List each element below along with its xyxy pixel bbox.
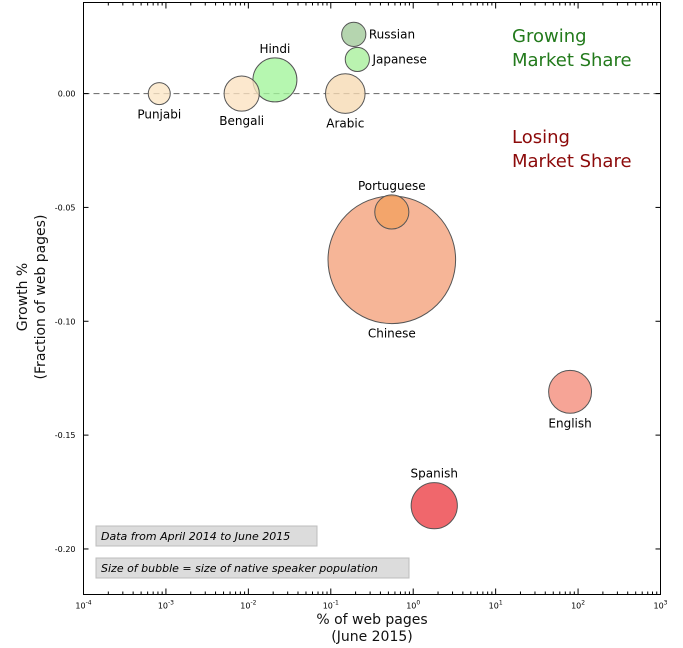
bubble-label-punjabi: Punjabi xyxy=(137,108,181,122)
bubble-label-spanish: Spanish xyxy=(411,467,458,481)
x-axis-label-line2: (June 2015) xyxy=(331,629,413,645)
note-dates: Data from April 2014 to June 2015 xyxy=(101,530,290,543)
y-tick-label: -0.15 xyxy=(55,431,76,440)
bubbles-layer xyxy=(147,21,593,530)
note-size: Size of bubble = size of native speaker … xyxy=(101,562,378,575)
losing-label-line2: Market Share xyxy=(512,151,632,172)
bubble-label-portuguese: Portuguese xyxy=(358,179,426,193)
x-tick-label: 102 xyxy=(571,600,585,611)
x-tick-label: 101 xyxy=(489,600,503,611)
losing-label-line1: Losing xyxy=(512,127,570,148)
bubble-arabic xyxy=(325,73,366,114)
bubble-label-english: English xyxy=(548,416,591,430)
growing-label-line1: Growing xyxy=(512,26,587,47)
x-axis-ticks: 10-4 10-3 10-2 10-1 100 101 102 103 xyxy=(75,2,668,611)
y-axis-label-line2: (Fraction of web pages) xyxy=(33,215,49,380)
y-tick-label: 0.00 xyxy=(58,90,76,99)
x-tick-label: 100 xyxy=(406,600,420,611)
y-axis-ticks: 0.00 -0.05 -0.10 -0.15 -0.20 xyxy=(55,90,661,554)
note-dates-box xyxy=(95,525,318,547)
bubble-portuguese xyxy=(374,194,410,230)
bubble-label-arabic: Arabic xyxy=(326,116,364,130)
bubble-label-bengali: Bengali xyxy=(219,114,264,128)
y-tick-label: -0.10 xyxy=(55,317,76,326)
x-tick-label: 103 xyxy=(653,600,667,611)
x-tick-label: 10-4 xyxy=(75,600,91,611)
bubble-label-chinese: Chinese xyxy=(368,327,416,341)
bubble-russian xyxy=(341,21,367,47)
x-tick-label: 10-1 xyxy=(323,600,339,611)
y-axis-label-line1: Growth % xyxy=(15,263,31,331)
bubble-label-hindi: Hindi xyxy=(259,42,290,56)
y-tick-label: -0.05 xyxy=(55,203,76,212)
bubble-english xyxy=(548,369,593,414)
bubble-labels-layer: Punjabi Bengali Hindi Arabic Russian Japanese… xyxy=(137,27,591,480)
x-tick-label: 10-3 xyxy=(158,600,174,611)
y-tick-label: -0.20 xyxy=(55,545,76,554)
bubble-japanese xyxy=(344,46,370,73)
bubble-bengali xyxy=(223,75,260,112)
bubble-label-russian: Russian xyxy=(369,27,415,41)
x-axis-label-line1: % of web pages xyxy=(316,612,427,628)
bubble-spanish xyxy=(410,482,458,530)
x-tick-label: 10-2 xyxy=(240,600,256,611)
growing-label-line2: Market Share xyxy=(512,50,632,71)
bubble-punjabi xyxy=(147,82,171,106)
bubble-label-japanese: Japanese xyxy=(371,52,427,66)
note-size-box xyxy=(95,557,410,579)
